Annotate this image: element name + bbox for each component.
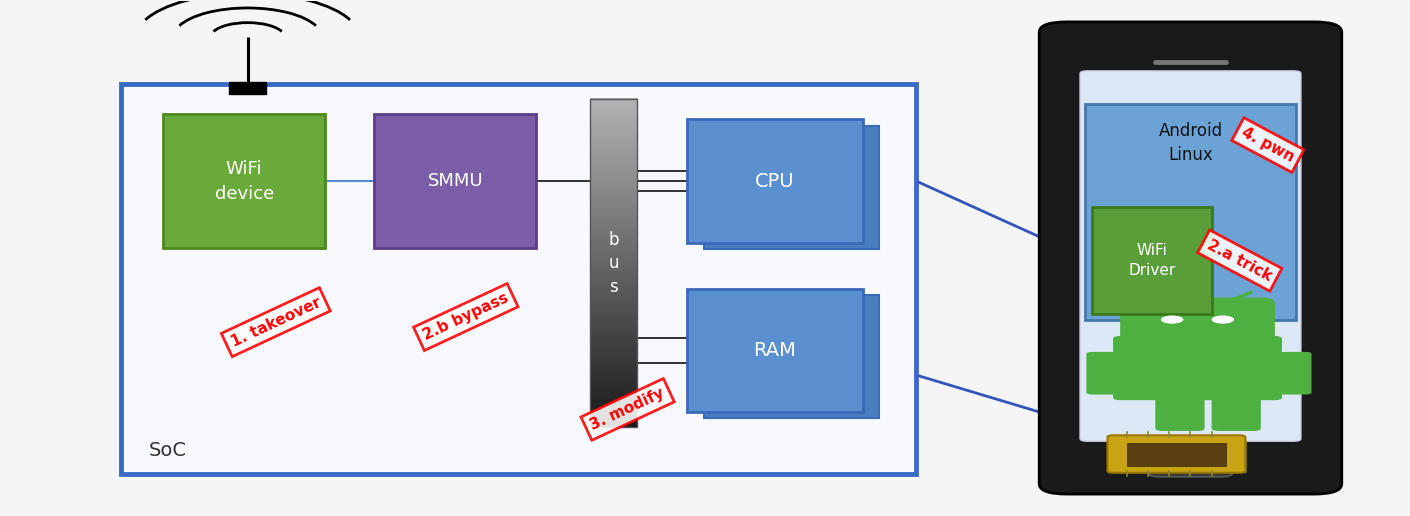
Bar [164,115,326,248]
FancyBboxPatch shape [1120,298,1275,344]
Bar [704,295,880,418]
Text: CPU: CPU [754,171,794,190]
Text: 4. pwn: 4. pwn [1239,125,1297,165]
Text: 3. modify: 3. modify [588,385,667,433]
FancyBboxPatch shape [1080,71,1301,441]
Bar [589,99,637,427]
Bar [374,115,536,248]
Bar [1091,207,1211,314]
FancyBboxPatch shape [1086,352,1128,395]
Bar [687,289,863,412]
Text: SMMU: SMMU [427,172,484,190]
FancyBboxPatch shape [1211,390,1261,431]
Text: WiFi
Driver: WiFi Driver [1128,243,1176,278]
Circle shape [1160,315,1183,324]
Circle shape [1211,315,1234,324]
Bar [230,83,266,94]
Bar [121,84,917,474]
Bar [1120,440,1246,473]
Text: RAM: RAM [753,341,797,360]
FancyBboxPatch shape [1039,22,1342,494]
FancyBboxPatch shape [1269,352,1311,395]
FancyBboxPatch shape [1107,436,1245,473]
Bar [704,125,880,249]
Text: b
u
s: b u s [608,231,619,296]
Text: WiFi
device: WiFi device [214,159,274,202]
Text: Android
Linux: Android Linux [1159,122,1222,164]
Bar [1084,104,1296,319]
Text: 2.a trick: 2.a trick [1204,237,1275,284]
Text: 2.b bypass: 2.b bypass [420,291,510,343]
Text: 1. takeover: 1. takeover [228,295,323,349]
FancyBboxPatch shape [1148,443,1232,477]
Bar [687,119,863,243]
Text: SoC: SoC [149,441,188,460]
FancyBboxPatch shape [1155,390,1204,431]
FancyBboxPatch shape [1112,336,1282,400]
Bar [1127,443,1225,465]
